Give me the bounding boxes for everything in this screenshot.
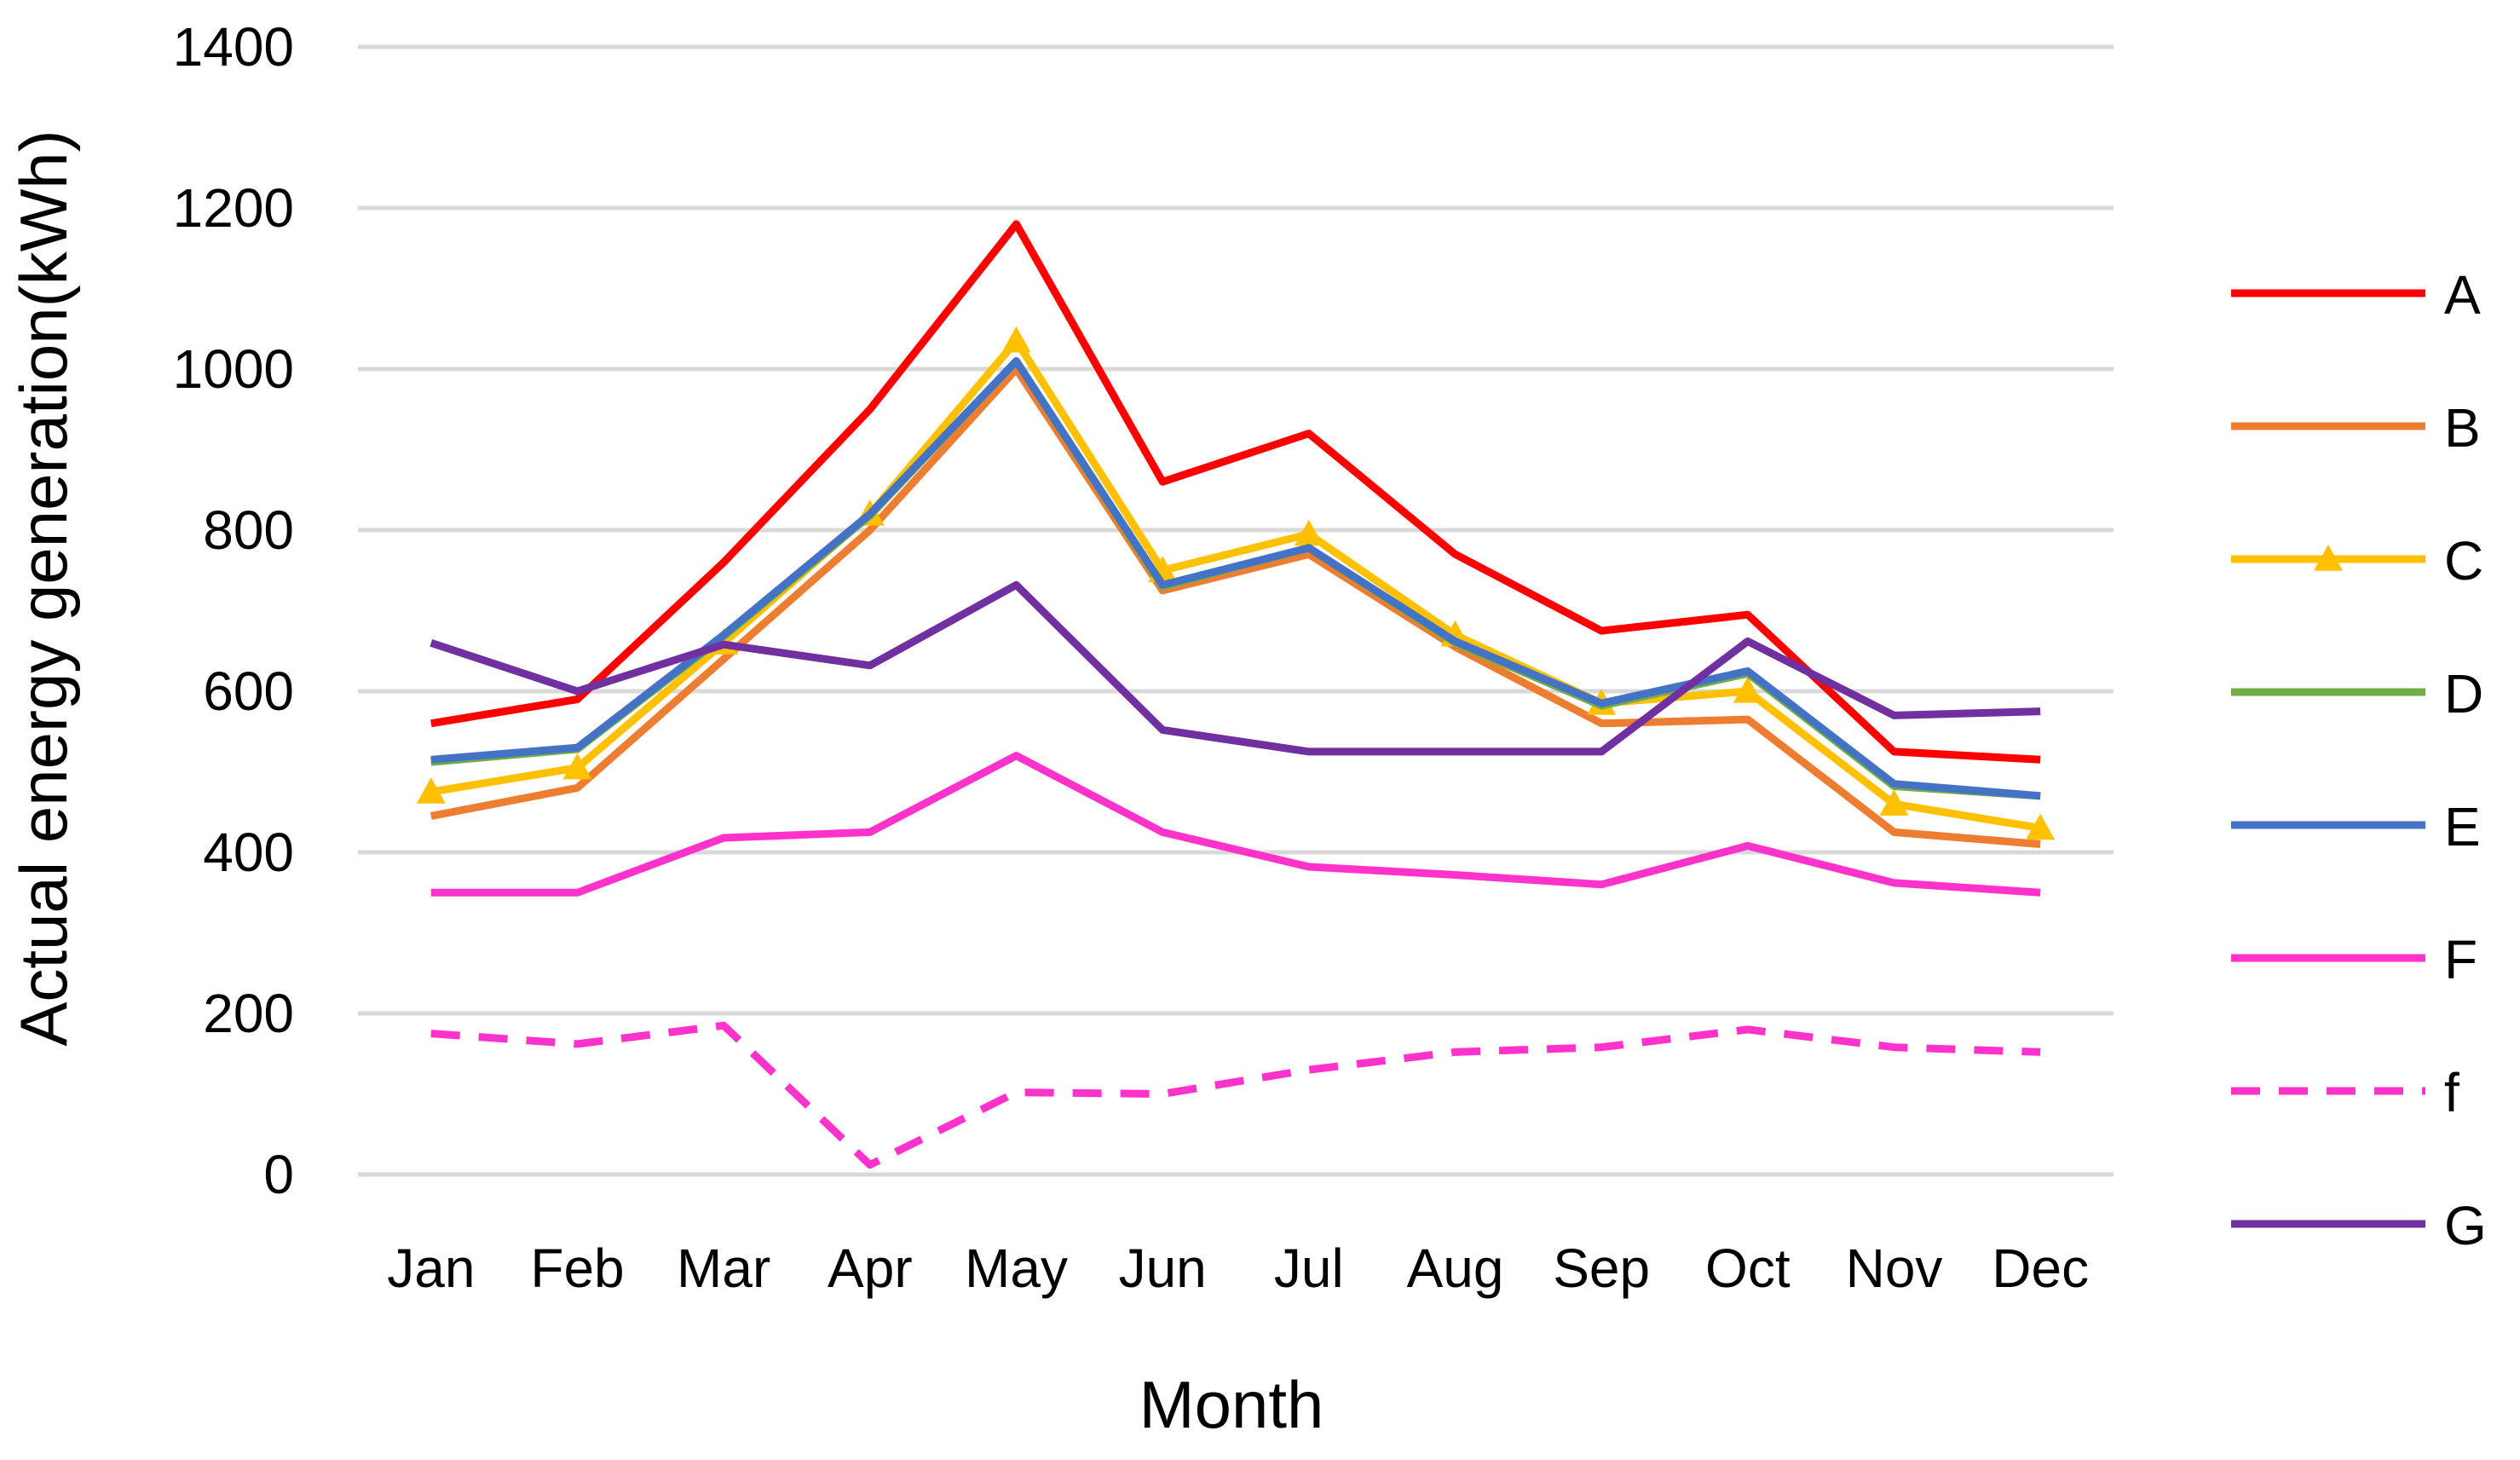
x-tick-label: Mar <box>677 1238 770 1299</box>
series-lines <box>416 220 2056 1169</box>
legend-label-A: A <box>2444 264 2481 326</box>
y-tick-label: 1200 <box>173 177 294 239</box>
x-tick-label: May <box>965 1238 1068 1299</box>
series-line-C <box>430 337 2041 833</box>
legend-label-F: F <box>2444 929 2477 990</box>
series-marker-C <box>562 753 592 780</box>
series-marker-C <box>1879 789 1909 816</box>
series-marker-C <box>1733 677 1762 703</box>
x-tick-label: Jan <box>387 1238 475 1299</box>
x-tick-label: Nov <box>1846 1238 1943 1299</box>
series-marker-C <box>2026 813 2056 840</box>
x-tick-label: Feb <box>530 1238 624 1299</box>
series-marker-C <box>1294 519 1323 546</box>
series-line-f <box>430 1021 2041 1169</box>
legend-label-B: B <box>2444 397 2481 459</box>
series-line-B <box>430 365 2041 848</box>
legend-label-f: f <box>2444 1062 2459 1123</box>
legend-label-C: C <box>2444 530 2483 592</box>
x-tick-label: Oct <box>1705 1238 1791 1299</box>
y-tick-label: 1000 <box>173 338 294 400</box>
legend-label-G: G <box>2444 1195 2487 1256</box>
series-marker-C <box>416 777 446 804</box>
legend-marker-C <box>2314 545 2343 571</box>
x-tick-label: Jun <box>1119 1238 1207 1299</box>
x-tick-label: Sep <box>1553 1238 1650 1299</box>
legend-label-E: E <box>2444 796 2481 857</box>
x-tick-label: Dec <box>1992 1238 2089 1299</box>
x-tick-label: Jul <box>1274 1238 1344 1299</box>
series-line-G <box>430 580 2041 756</box>
series-line-A <box>430 220 2041 764</box>
x-axis-title: Month <box>1139 1367 1324 1442</box>
y-axis-title: Actual energy generation(kWh) <box>6 130 81 1046</box>
x-tick-label: Apr <box>828 1238 913 1299</box>
y-tick-label: 0 <box>263 1144 294 1205</box>
y-tick-label: 1400 <box>173 16 294 78</box>
series-marker-C <box>1001 326 1031 353</box>
series-line-F <box>430 752 2041 897</box>
y-axis-ticks: 0 200 400 600 800 1000 1200 1400 <box>173 16 294 1205</box>
y-tick-label: 800 <box>203 499 294 561</box>
x-axis-ticks: Jan Feb Mar Apr May Jun Jul Aug Sep Oct Nov Dec <box>387 1238 2089 1299</box>
legend: A B C D E Ff G <box>2231 264 2487 1256</box>
y-tick-label: 200 <box>203 983 294 1044</box>
legend-label-D: D <box>2444 663 2483 724</box>
x-tick-label: Aug <box>1407 1238 1504 1299</box>
y-tick-label: 600 <box>203 661 294 722</box>
y-tick-label: 400 <box>203 822 294 883</box>
gridlines <box>358 44 2113 1177</box>
